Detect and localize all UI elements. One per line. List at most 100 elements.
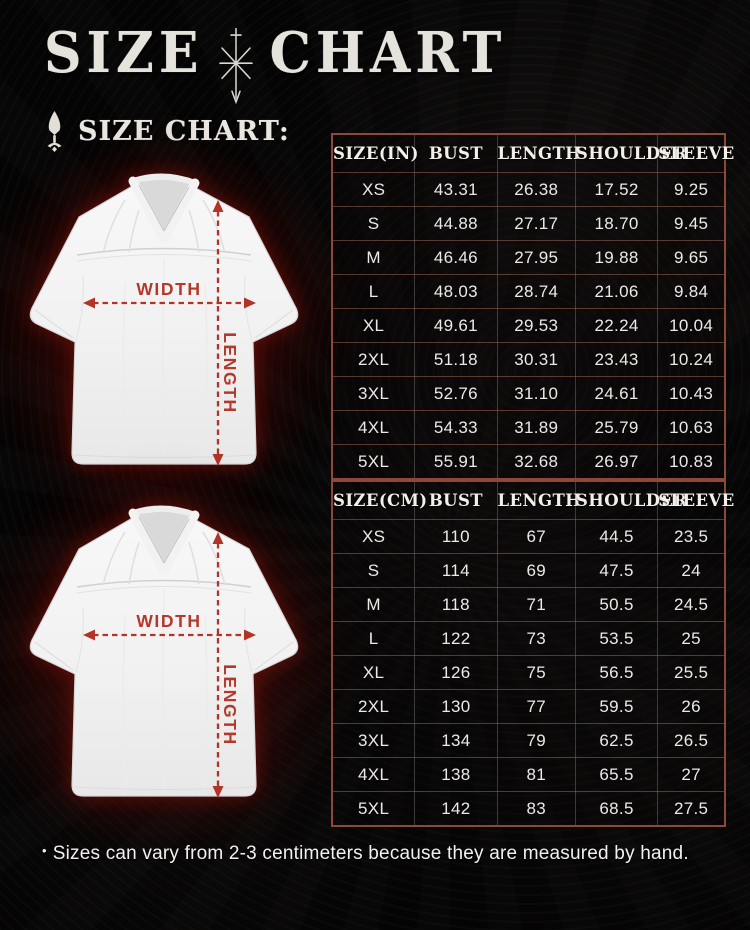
value-cell: 29.53 <box>497 308 576 343</box>
title-word-size: SIZE <box>44 20 204 86</box>
value-cell: 130 <box>414 689 498 724</box>
width-arrow-label: WIDTH <box>136 279 201 299</box>
value-cell: 24 <box>657 553 725 588</box>
size-cell: L <box>332 274 416 309</box>
table-row: S 114 69 47.5 24 <box>332 553 725 588</box>
value-cell: 67 <box>497 519 576 554</box>
value-cell: 75 <box>497 655 576 690</box>
value-cell: 27 <box>657 757 725 792</box>
value-cell: 114 <box>414 553 498 588</box>
subtitle-label: SIZE CHART: <box>78 115 290 147</box>
size-cell: 2XL <box>332 342 416 377</box>
size-cell: XL <box>332 308 416 343</box>
value-cell: 142 <box>414 791 498 826</box>
value-cell: 134 <box>414 723 498 758</box>
title-word-chart: CHART <box>269 20 507 86</box>
value-cell: 10.24 <box>657 342 725 377</box>
value-cell: 122 <box>414 621 498 656</box>
table-row: 2XL 130 77 59.5 26 <box>332 689 725 724</box>
column-header: BUST <box>414 134 498 173</box>
value-cell: 62.5 <box>575 723 659 758</box>
value-cell: 56.5 <box>575 655 659 690</box>
occult-sigil-icon <box>219 27 254 105</box>
size-cell: 4XL <box>332 757 416 792</box>
size-cell: XS <box>332 519 416 554</box>
table-row: M 118 71 50.5 24.5 <box>332 587 725 622</box>
table-row: M 46.46 27.95 19.88 9.65 <box>332 240 725 275</box>
size-cell: S <box>332 553 416 588</box>
header-row: SIZE(CM) BUST LENGTH SHOULDER SLEEVE <box>332 481 734 520</box>
table-row: 3XL 52.76 31.10 24.61 10.43 <box>332 376 725 411</box>
value-cell: 49.61 <box>414 308 498 343</box>
value-cell: 65.5 <box>575 757 659 792</box>
value-cell: 110 <box>414 519 498 554</box>
value-cell: 28.74 <box>497 274 576 309</box>
value-cell: 46.46 <box>414 240 498 275</box>
value-cell: 10.83 <box>669 451 714 471</box>
size-cell: 5XL <box>332 444 416 479</box>
value-cell: 79 <box>497 723 576 758</box>
column-header: BUST <box>414 481 498 520</box>
value-cell: 23.5 <box>657 519 725 554</box>
value-cell: 10.43 <box>657 376 725 411</box>
spearhead-icon <box>47 111 62 152</box>
value-cell: 24.61 <box>575 376 659 411</box>
footnote: • Sizes can vary from 2-3 centimeters bec… <box>42 843 742 865</box>
value-cell: 10.63 <box>657 410 725 445</box>
table-row: XL 49.61 29.53 22.24 10.04 <box>332 308 725 343</box>
column-header: SIZE(CM) <box>332 481 427 520</box>
value-cell: 27.5 <box>673 798 709 818</box>
value-cell: 73 <box>497 621 576 656</box>
header-row: SIZE(IN) BUST LENGTH SHOULDER SLEEVE <box>332 134 734 173</box>
value-cell: 50.5 <box>575 587 659 622</box>
width-arrow-label: WIDTH <box>136 611 201 631</box>
size-cell: 5XL <box>332 791 416 826</box>
table-row: 5XL 142 83 68.5 27.5 <box>332 791 725 826</box>
value-cell: 25.79 <box>575 410 659 445</box>
value-cell: 24.5 <box>657 587 725 622</box>
shirt-diagram-bottom: WIDTH LENGTH <box>13 490 313 820</box>
value-cell: 9.25 <box>657 172 725 207</box>
value-cell: 23.43 <box>575 342 659 377</box>
length-arrow-label: LENGTH <box>220 332 240 414</box>
value-cell: 27.95 <box>497 240 576 275</box>
column-header: SLEEVE <box>657 481 734 520</box>
value-cell: 9.65 <box>657 240 725 275</box>
column-header: SHOULDER <box>575 481 687 520</box>
table-row: L 122 73 53.5 25 <box>332 621 725 656</box>
value-cell: 26.5 <box>657 723 725 758</box>
value-cell: 31.10 <box>497 376 576 411</box>
value-cell: 19.88 <box>575 240 659 275</box>
value-cell: 18.70 <box>575 206 659 241</box>
size-cell: S <box>332 206 416 241</box>
shirt-diagram-top: WIDTH LENGTH <box>13 158 313 488</box>
table-row: 4XL 138 81 65.5 27 <box>332 757 725 792</box>
table-row: S 44.88 27.17 18.70 9.45 <box>332 206 725 241</box>
value-cell: 52.76 <box>414 376 498 411</box>
tshirt-image: WIDTH LENGTH <box>13 158 313 488</box>
value-cell: 48.03 <box>414 274 498 309</box>
value-cell: 21.06 <box>575 274 659 309</box>
value-cell: 9.45 <box>657 206 725 241</box>
value-cell: 118 <box>414 587 498 622</box>
column-header: LENGTH <box>497 481 581 520</box>
column-header: SHOULDER <box>575 134 687 173</box>
value-cell: 26 <box>657 689 725 724</box>
column-header: SLEEVE <box>657 134 734 173</box>
value-cell: 69 <box>497 553 576 588</box>
value-cell: 25 <box>657 621 725 656</box>
value-cell: 68.5 <box>575 791 659 826</box>
table-row: 4XL 54.33 31.89 25.79 10.63 <box>332 410 725 445</box>
size-cell: 3XL <box>332 723 416 758</box>
value-cell: 55.91 <box>414 444 498 479</box>
value-cell: 51.18 <box>414 342 498 377</box>
column-header: SIZE(IN) <box>332 134 418 173</box>
size-table-inches: SIZE(IN) BUST LENGTH SHOULDER SLEEVE XS 43.31 2… <box>331 133 734 480</box>
value-cell: 30.31 <box>497 342 576 377</box>
footnote-text: Sizes can vary from 2-3 centimeters beca… <box>52 843 689 864</box>
table-row: 2XL 51.18 30.31 23.43 10.24 <box>332 342 725 377</box>
table-row: 5XL 55.91 32.68 26.97 10.83 <box>332 444 725 479</box>
size-cell: XS <box>332 172 416 207</box>
value-cell: 10.04 <box>657 308 725 343</box>
